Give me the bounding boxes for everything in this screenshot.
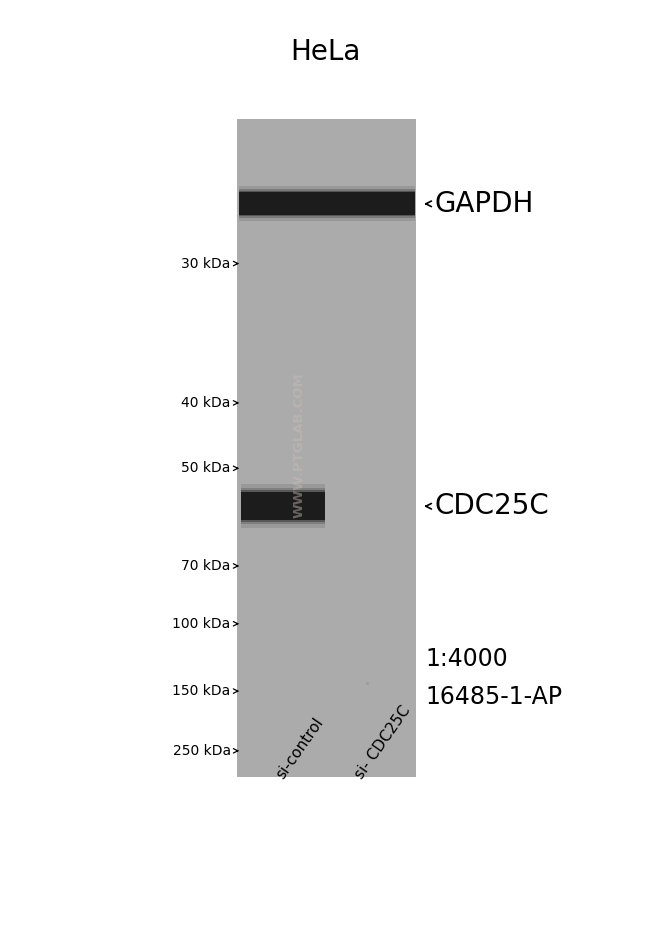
Text: CDC25C: CDC25C bbox=[434, 492, 549, 520]
Bar bbox=[239, 190, 415, 218]
Bar bbox=[240, 492, 325, 520]
Text: 1:4000: 1:4000 bbox=[426, 647, 508, 671]
Text: si-control: si-control bbox=[274, 716, 327, 782]
Bar bbox=[237, 118, 416, 777]
Text: WWW.PTGLAB.COM: WWW.PTGLAB.COM bbox=[292, 373, 306, 519]
Text: 16485-1-AP: 16485-1-AP bbox=[426, 684, 563, 709]
Text: 70 kDa: 70 kDa bbox=[181, 559, 231, 573]
Bar bbox=[239, 187, 415, 221]
Bar bbox=[239, 191, 415, 216]
Text: 40 kDa: 40 kDa bbox=[181, 396, 231, 410]
Bar bbox=[239, 192, 415, 215]
Bar bbox=[240, 488, 325, 524]
Text: 100 kDa: 100 kDa bbox=[172, 617, 231, 630]
Text: 50 kDa: 50 kDa bbox=[181, 462, 231, 475]
Text: 30 kDa: 30 kDa bbox=[181, 257, 231, 270]
Text: HeLa: HeLa bbox=[290, 38, 360, 66]
Text: 250 kDa: 250 kDa bbox=[173, 744, 231, 757]
Text: si- CDC25C: si- CDC25C bbox=[352, 703, 413, 782]
Bar bbox=[240, 490, 325, 522]
Text: GAPDH: GAPDH bbox=[434, 190, 534, 218]
Bar bbox=[240, 484, 325, 528]
Bar bbox=[237, 118, 416, 777]
Text: 150 kDa: 150 kDa bbox=[172, 684, 231, 698]
